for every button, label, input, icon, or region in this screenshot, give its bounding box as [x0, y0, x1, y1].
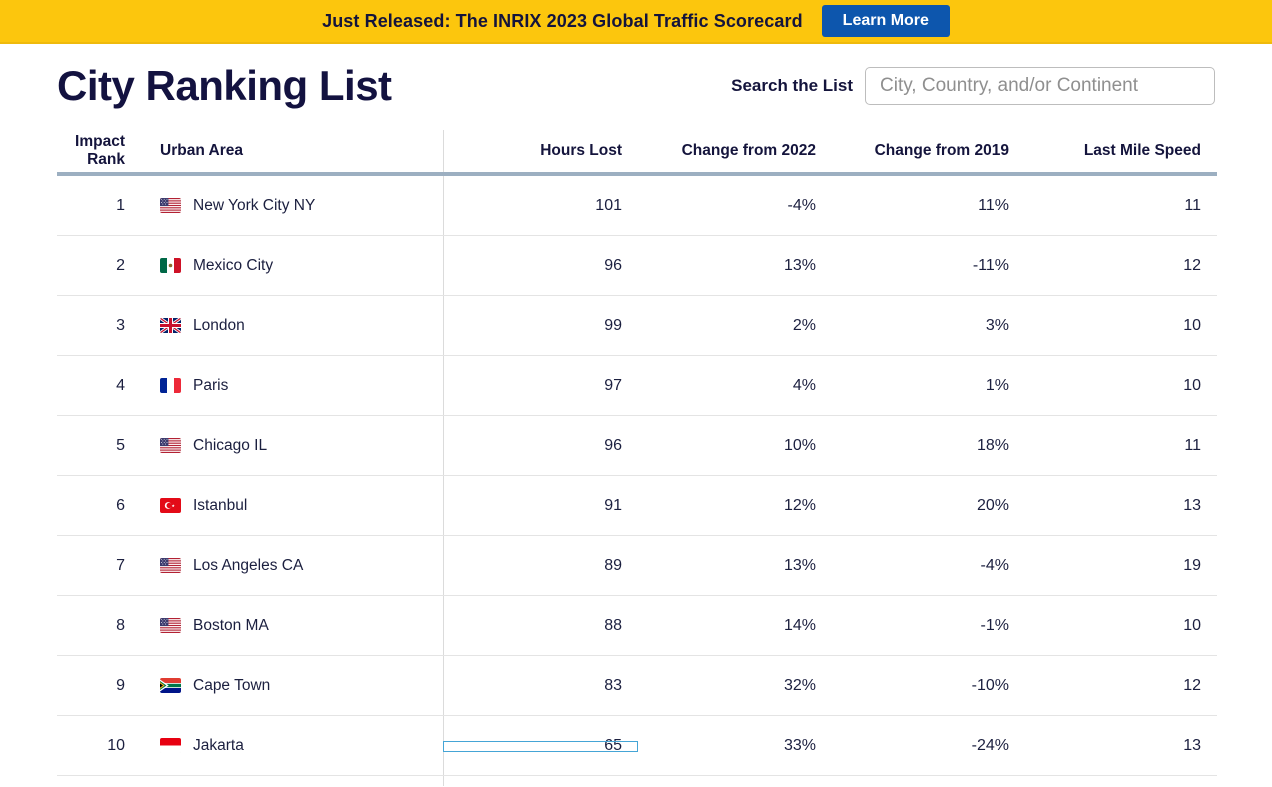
hours-lost-cell[interactable]: 101	[595, 196, 622, 214]
change-2022-cell[interactable]: 14%	[783, 616, 816, 634]
city-ranking-table: Impact Rank Urban Area Hours Lost Change…	[57, 130, 1217, 786]
column-header-impact-rank[interactable]: Impact Rank	[75, 132, 125, 168]
flag-za-icon	[160, 678, 181, 693]
hours-lost-cell[interactable]: 96	[604, 256, 622, 274]
urban-area-cell[interactable]: London	[135, 317, 443, 335]
hours-lost-cell[interactable]: 91	[604, 496, 622, 514]
change-2022-cell[interactable]: 10%	[783, 436, 816, 454]
last-mile-speed-cell[interactable]: 13	[1183, 736, 1201, 754]
table-row[interactable]: 8 Boston MA 88 14% -1% 10	[57, 596, 1217, 656]
page-title: City Ranking List	[57, 62, 392, 109]
table-row[interactable]: 2 Mexico City 96 13% -11% 12	[57, 236, 1217, 296]
hours-lost-cell[interactable]: 65	[443, 737, 638, 755]
hours-lost-cell[interactable]: 96	[604, 436, 622, 454]
flag-fr-icon	[160, 378, 181, 393]
next-row-preview	[57, 776, 1217, 786]
search-group: Search the List	[731, 67, 1215, 105]
table-row[interactable]: 3 London 99 2% 3% 10	[57, 296, 1217, 356]
impact-rank-cell[interactable]: 2	[116, 256, 125, 274]
page-header: City Ranking List Search the List	[0, 44, 1272, 110]
last-mile-speed-cell[interactable]: 19	[1183, 556, 1201, 574]
change-2019-cell[interactable]: 1%	[985, 376, 1009, 394]
last-mile-speed-cell[interactable]: 11	[1184, 196, 1201, 214]
change-2022-cell[interactable]: 2%	[792, 316, 816, 334]
impact-rank-cell[interactable]: 1	[116, 196, 125, 214]
hours-lost-cell[interactable]: 89	[604, 556, 622, 574]
last-mile-speed-cell[interactable]: 12	[1183, 676, 1201, 694]
change-2019-cell[interactable]: 20%	[976, 496, 1009, 514]
last-mile-speed-cell[interactable]: 10	[1183, 616, 1201, 634]
column-header-urban-area[interactable]: Urban Area	[160, 141, 243, 159]
flag-us-icon	[160, 198, 181, 213]
last-mile-speed-cell[interactable]: 10	[1183, 316, 1201, 334]
change-2022-cell[interactable]: 13%	[783, 556, 816, 574]
urban-area-cell[interactable]: Cape Town	[135, 677, 443, 695]
flag-gb-icon	[160, 318, 181, 333]
table-row[interactable]: 9 Cape Town 83 32% -10% 12	[57, 656, 1217, 716]
change-2022-cell[interactable]: 32%	[783, 676, 816, 694]
table-row[interactable]: 4 Paris 97 4% 1% 10	[57, 356, 1217, 416]
urban-area-cell[interactable]: Los Angeles CA	[135, 557, 443, 575]
last-mile-speed-cell[interactable]: 10	[1183, 376, 1201, 394]
last-mile-speed-cell[interactable]: 13	[1183, 496, 1201, 514]
urban-area-cell[interactable]: Jakarta	[135, 737, 443, 755]
impact-rank-cell[interactable]: 9	[116, 676, 125, 694]
column-divider	[443, 130, 444, 786]
urban-area-cell[interactable]: Boston MA	[135, 617, 443, 635]
hours-lost-cell[interactable]: 97	[604, 376, 622, 394]
urban-area-cell[interactable]: Chicago IL	[135, 437, 443, 455]
urban-area-cell[interactable]: Mexico City	[135, 257, 443, 275]
impact-rank-cell[interactable]: 10	[107, 736, 125, 754]
table-header: Impact Rank Urban Area Hours Lost Change…	[57, 130, 1217, 176]
change-2019-cell[interactable]: 3%	[985, 316, 1009, 334]
hours-lost-cell[interactable]: 88	[604, 616, 622, 634]
change-2019-cell[interactable]: -24%	[971, 736, 1009, 754]
table-row[interactable]: 7 Los Angeles CA 89 13% -4% 19	[57, 536, 1217, 596]
flag-id-icon	[160, 738, 181, 753]
impact-rank-cell[interactable]: 5	[116, 436, 125, 454]
table-row[interactable]: 5 Chicago IL 96 10% 18% 11	[57, 416, 1217, 476]
change-2019-cell[interactable]: -4%	[980, 556, 1009, 574]
search-input[interactable]	[865, 67, 1215, 105]
change-2022-cell[interactable]: 13%	[783, 256, 816, 274]
table-row[interactable]: 10 Jakarta 65 33% -24% 13	[57, 716, 1217, 776]
urban-area-cell[interactable]: Paris	[135, 377, 443, 395]
table-row[interactable]: 6 Istanbul 91 12% 20% 13	[57, 476, 1217, 536]
column-header-change-from-2022[interactable]: Change from 2022	[681, 141, 816, 159]
flag-us-icon	[160, 438, 181, 453]
column-header-hours-lost[interactable]: Hours Lost	[540, 141, 622, 159]
column-header-last-mile-speed[interactable]: Last Mile Speed	[1083, 141, 1201, 159]
change-2019-cell[interactable]: -10%	[971, 676, 1009, 694]
search-label: Search the List	[731, 76, 853, 95]
change-2019-cell[interactable]: 11%	[978, 196, 1009, 214]
change-2019-cell[interactable]: -1%	[980, 616, 1009, 634]
impact-rank-cell[interactable]: 3	[116, 316, 125, 334]
impact-rank-cell[interactable]: 6	[116, 496, 125, 514]
table-body: 1 New York City NY 101 -4% 11% 11 2 Mexi…	[57, 176, 1217, 776]
flag-us-icon	[160, 558, 181, 573]
change-2022-cell[interactable]: 4%	[792, 376, 816, 394]
change-2022-cell[interactable]: 12%	[783, 496, 816, 514]
flag-us-icon	[160, 618, 181, 633]
impact-rank-cell[interactable]: 8	[116, 616, 125, 634]
impact-rank-cell[interactable]: 7	[116, 556, 125, 574]
hours-lost-cell[interactable]: 99	[604, 316, 622, 334]
impact-rank-cell[interactable]: 4	[116, 376, 125, 394]
urban-area-cell[interactable]: Istanbul	[135, 497, 443, 515]
learn-more-button[interactable]: Learn More	[821, 5, 950, 37]
flag-tr-icon	[160, 498, 181, 513]
last-mile-speed-cell[interactable]: 11	[1184, 436, 1201, 454]
flag-mx-icon	[160, 258, 181, 273]
column-header-change-from-2019[interactable]: Change from 2019	[874, 141, 1009, 159]
hours-lost-cell[interactable]: 83	[604, 676, 622, 694]
change-2022-cell[interactable]: -4%	[787, 196, 816, 214]
last-mile-speed-cell[interactable]: 12	[1183, 256, 1201, 274]
announcement-banner: Just Released: The INRIX 2023 Global Tra…	[0, 0, 1272, 44]
change-2022-cell[interactable]: 33%	[783, 736, 816, 754]
change-2019-cell[interactable]: 18%	[976, 436, 1009, 454]
change-2019-cell[interactable]: -11%	[972, 256, 1009, 274]
table-row[interactable]: 1 New York City NY 101 -4% 11% 11	[57, 176, 1217, 236]
urban-area-cell[interactable]: New York City NY	[135, 197, 443, 215]
banner-text: Just Released: The INRIX 2023 Global Tra…	[322, 10, 803, 31]
